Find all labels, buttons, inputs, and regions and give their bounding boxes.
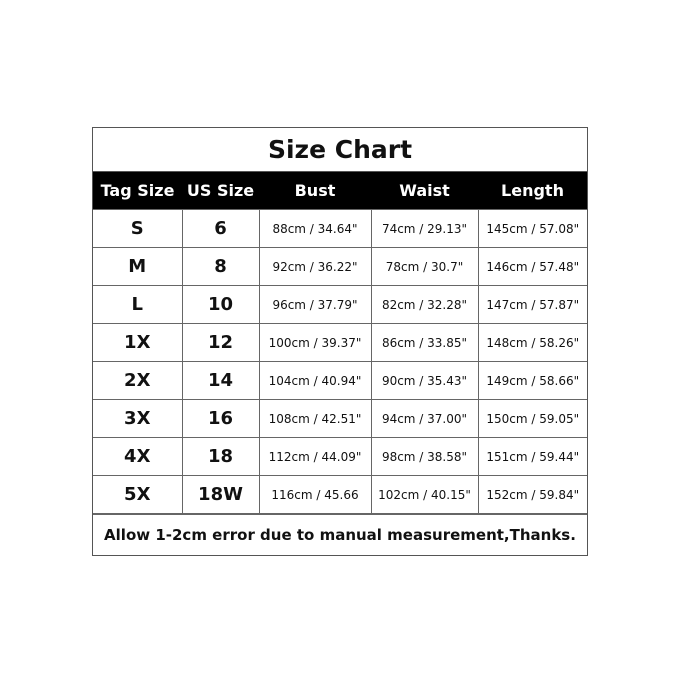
cell-us-size: 18 <box>181 437 260 476</box>
table-row: 1X 12 100cm / 39.37" 86cm / 33.85" 148cm / 5… <box>93 323 587 362</box>
cell-bust: 108cm / 42.51" <box>258 399 372 438</box>
cell-us-size: 6 <box>181 209 260 248</box>
table-row: S 6 88cm / 34.64" 74cm / 29.13" 145cm / 57.0… <box>93 209 587 248</box>
cell-us-size: 16 <box>181 399 260 438</box>
cell-bust: 116cm / 45.66 <box>258 475 372 514</box>
header-us-size: US Size <box>182 172 259 210</box>
cell-waist: 90cm / 35.43" <box>370 361 479 400</box>
cell-us-size: 18W <box>181 475 260 514</box>
table-row: L 10 96cm / 37.79" 82cm / 32.28" 147cm / 57.… <box>93 285 587 324</box>
cell-waist: 74cm / 29.13" <box>370 209 479 248</box>
cell-bust: 100cm / 39.37" <box>258 323 372 362</box>
table-row: 2X 14 104cm / 40.94" 90cm / 35.43" 149cm / 5… <box>93 361 587 400</box>
header-bust: Bust <box>259 172 371 210</box>
cell-tag-size: M <box>93 247 183 286</box>
header-length: Length <box>478 172 587 210</box>
cell-length: 145cm / 57.08" <box>477 209 587 248</box>
cell-us-size: 10 <box>181 285 260 324</box>
cell-us-size: 8 <box>181 247 260 286</box>
cell-length: 146cm / 57.48" <box>477 247 587 286</box>
table-row: 5X 18W 116cm / 45.66 102cm / 40.15" 152cm / … <box>93 475 587 514</box>
cell-bust: 112cm / 44.09" <box>258 437 372 476</box>
cell-waist: 102cm / 40.15" <box>370 475 479 514</box>
cell-bust: 104cm / 40.94" <box>258 361 372 400</box>
chart-title: Size Chart <box>93 128 587 172</box>
cell-length: 148cm / 58.26" <box>477 323 587 362</box>
cell-waist: 78cm / 30.7" <box>370 247 479 286</box>
cell-length: 147cm / 57.87" <box>477 285 587 324</box>
cell-tag-size: 1X <box>93 323 183 362</box>
footer-note: Allow 1-2cm error due to manual measurem… <box>93 514 587 555</box>
cell-us-size: 12 <box>181 323 260 362</box>
cell-us-size: 14 <box>181 361 260 400</box>
cell-waist: 86cm / 33.85" <box>370 323 479 362</box>
cell-length: 152cm / 59.84" <box>477 475 587 514</box>
size-table: Tag Size US Size Bust Waist Length S 6 88c… <box>93 172 587 514</box>
cell-tag-size: 3X <box>93 399 183 438</box>
cell-length: 151cm / 59.44" <box>477 437 587 476</box>
table-row: 3X 16 108cm / 42.51" 94cm / 37.00" 150cm / 5… <box>93 399 587 438</box>
cell-waist: 94cm / 37.00" <box>370 399 479 438</box>
cell-waist: 82cm / 32.28" <box>370 285 479 324</box>
cell-length: 150cm / 59.05" <box>477 399 587 438</box>
cell-tag-size: 5X <box>93 475 183 514</box>
cell-tag-size: 4X <box>93 437 183 476</box>
cell-tag-size: L <box>93 285 183 324</box>
cell-tag-size: S <box>93 209 183 248</box>
header-row: Tag Size US Size Bust Waist Length <box>93 172 587 210</box>
cell-waist: 98cm / 38.58" <box>370 437 479 476</box>
cell-bust: 96cm / 37.79" <box>258 285 372 324</box>
cell-bust: 88cm / 34.64" <box>258 209 372 248</box>
header-waist: Waist <box>371 172 478 210</box>
cell-bust: 92cm / 36.22" <box>258 247 372 286</box>
header-tag-size: Tag Size <box>93 172 182 210</box>
size-chart: Size Chart Tag Size US Size Bust Waist L… <box>92 127 588 556</box>
table-row: M 8 92cm / 36.22" 78cm / 30.7" 146cm / 57.48… <box>93 247 587 286</box>
cell-length: 149cm / 58.66" <box>477 361 587 400</box>
table-row: 4X 18 112cm / 44.09" 98cm / 38.58" 151cm / 5… <box>93 437 587 476</box>
cell-tag-size: 2X <box>93 361 183 400</box>
